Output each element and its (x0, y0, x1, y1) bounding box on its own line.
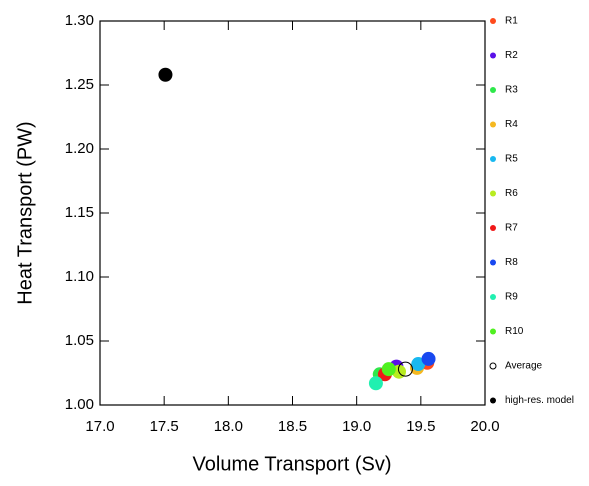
y-tick-label: 1.30 (65, 12, 94, 29)
legend-label: R4 (505, 119, 518, 130)
y-tick-label: 1.05 (65, 332, 94, 349)
legend-marker (490, 294, 496, 300)
point (381, 362, 396, 377)
y-axis-title: Heat Transport (PW) (14, 121, 36, 304)
legend-label: R2 (505, 50, 518, 61)
point (397, 361, 413, 377)
x-tick-label: 17.0 (85, 418, 114, 435)
legend-label: R10 (505, 326, 524, 337)
legend-label: high-res. model (505, 395, 574, 406)
x-axis-title: Volume Transport (Sv) (193, 453, 392, 475)
legend-marker (490, 397, 496, 404)
plot-frame (99, 20, 486, 406)
legend-label: R6 (505, 188, 518, 199)
legend-label: R3 (505, 85, 518, 96)
y-tick-label: 1.00 (65, 396, 94, 413)
legend-marker (490, 121, 496, 128)
point (368, 376, 383, 391)
x-tick-label: 18.0 (214, 418, 243, 435)
x-tick-label: 19.0 (342, 418, 371, 435)
legend-marker (490, 190, 496, 197)
legend-marker (490, 18, 496, 24)
legend-marker (490, 52, 496, 59)
legend-marker (490, 328, 496, 335)
y-tick-label: 1.15 (65, 204, 94, 221)
legend-label: R7 (505, 223, 518, 234)
y-tick-label: 1.20 (65, 140, 94, 157)
x-tick-label: 20.0 (470, 418, 499, 435)
legend-marker (490, 259, 496, 266)
x-tick-label: 18.5 (278, 418, 307, 435)
point (421, 351, 436, 366)
legend-label: R1 (505, 16, 518, 27)
x-tick-label: 19.5 (406, 418, 435, 435)
y-tick-label: 1.10 (65, 268, 94, 285)
legend-label: R8 (505, 257, 518, 268)
legend-marker (490, 87, 496, 93)
legend-label: Average (505, 361, 543, 372)
point (158, 67, 173, 82)
y-tick-label: 1.25 (65, 76, 94, 93)
legend-label: R9 (505, 292, 518, 303)
legend-label: R5 (505, 154, 518, 165)
legend-marker (490, 156, 496, 162)
legend-marker (489, 362, 497, 370)
legend-marker (490, 225, 496, 231)
x-tick-label: 17.5 (150, 418, 179, 435)
